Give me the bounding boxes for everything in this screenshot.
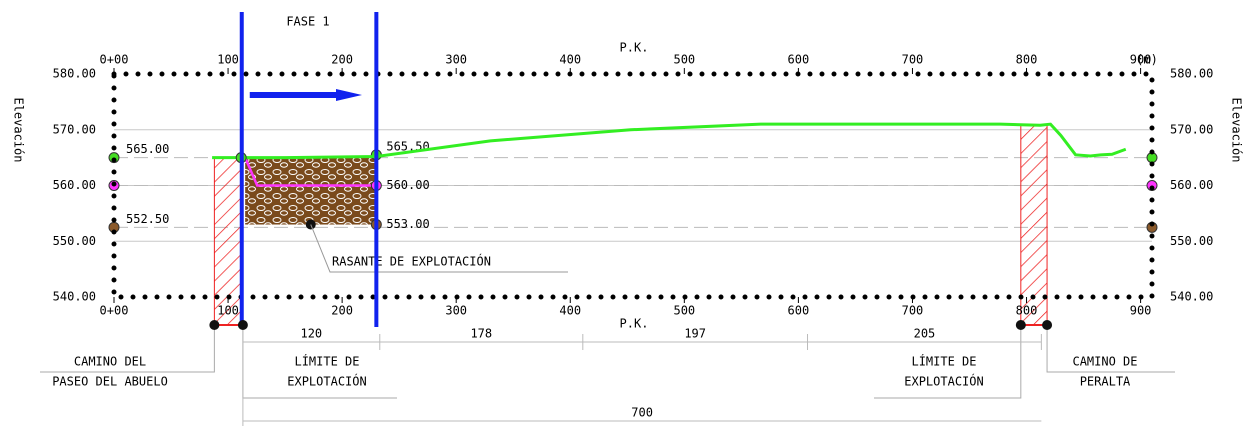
dimension-label: 178 xyxy=(470,327,492,341)
y-axis-label: Elevación xyxy=(1230,97,1244,162)
x-tick-label: 600 xyxy=(788,304,810,318)
leader xyxy=(874,330,1022,399)
hatched-zone xyxy=(213,157,244,326)
y-tick-label: 540.00 xyxy=(1170,290,1213,304)
y-tick-label: 540.00 xyxy=(53,290,96,304)
limit-label: LÍMITE DE xyxy=(911,354,976,369)
dimension-label: 120 xyxy=(300,327,322,341)
x-tick-label: 100 xyxy=(217,304,239,318)
x-tick-label: 900 xyxy=(1130,53,1152,67)
x-tick-label: 700 xyxy=(902,53,924,67)
x-tick-label: 200 xyxy=(331,53,353,67)
y-tick-label: 580.00 xyxy=(53,67,96,81)
leader xyxy=(310,224,568,273)
y-tick-label: 550.00 xyxy=(1170,234,1213,248)
limit-label: CAMINO DEL xyxy=(74,355,146,369)
x-tick-label: 600 xyxy=(788,53,810,67)
x-tick-label: 500 xyxy=(673,53,695,67)
dimension-label: 205 xyxy=(914,327,936,341)
level-label: 552.50 xyxy=(126,212,169,226)
terrain-line xyxy=(212,122,1127,160)
x-tick-label: 800 xyxy=(1016,304,1038,318)
x-tick-label: 200 xyxy=(331,304,353,318)
limit-label: LÍMITE DE xyxy=(294,354,359,369)
point-label: 553.00 xyxy=(386,217,429,231)
hatched-zone xyxy=(1020,124,1048,326)
phase-label: FASE 1 xyxy=(286,15,329,29)
x-tick-label: 0+00 xyxy=(100,53,129,67)
limit-label: PERALTA xyxy=(1080,375,1131,389)
plot-frame xyxy=(111,71,1155,300)
x-tick-label: 100 xyxy=(217,53,239,67)
y-tick-label: 560.00 xyxy=(1170,178,1213,192)
x-tick-label: 0+00 xyxy=(100,304,129,318)
x-tick-label: 300 xyxy=(445,304,467,318)
limit-label: PASEO DEL ABUELO xyxy=(52,375,168,389)
level-label: 565.00 xyxy=(126,142,169,156)
x-tick-label: 800 xyxy=(1016,53,1038,67)
limit-label: CAMINO DE xyxy=(1072,355,1137,369)
dimension-total-label: 700 xyxy=(631,406,653,420)
y-tick-label: 580.00 xyxy=(1170,67,1213,81)
x-tick-label: 400 xyxy=(559,304,581,318)
x-axis-label: P.K. xyxy=(620,41,649,55)
x-tick-label: 300 xyxy=(445,53,467,67)
excavation xyxy=(245,157,377,225)
limit-label: EXPLOTACIÓN xyxy=(287,374,366,389)
limit-label: EXPLOTACIÓN xyxy=(904,374,983,389)
limit-dot xyxy=(1015,320,1026,330)
y-tick-label: 570.00 xyxy=(53,122,96,136)
y-tick-label: 570.00 xyxy=(1170,122,1213,136)
point-label: 560.00 xyxy=(386,178,429,192)
leader xyxy=(40,330,215,373)
dimension-label: 197 xyxy=(684,327,706,341)
x-tick-label: 400 xyxy=(559,53,581,67)
rasante-label: RASANTE DE EXPLOTACIÓN xyxy=(332,254,491,269)
x-axis-label: P.K. xyxy=(620,317,649,331)
limit-dot xyxy=(237,320,248,330)
x-tick-label: 900 xyxy=(1130,304,1152,318)
x-tick-label: 700 xyxy=(902,304,924,318)
y-tick-label: 550.00 xyxy=(53,234,96,248)
y-axis-label: Elevación xyxy=(12,97,26,162)
x-unit: (m) xyxy=(1136,53,1158,67)
leader xyxy=(1046,330,1175,373)
x-tick-label: 500 xyxy=(673,304,695,318)
y-tick-label: 560.00 xyxy=(53,178,96,192)
limit-dot xyxy=(209,320,220,330)
phase-arrow-head xyxy=(336,89,362,101)
limit-dot xyxy=(1042,320,1053,330)
bench-line xyxy=(244,157,377,187)
